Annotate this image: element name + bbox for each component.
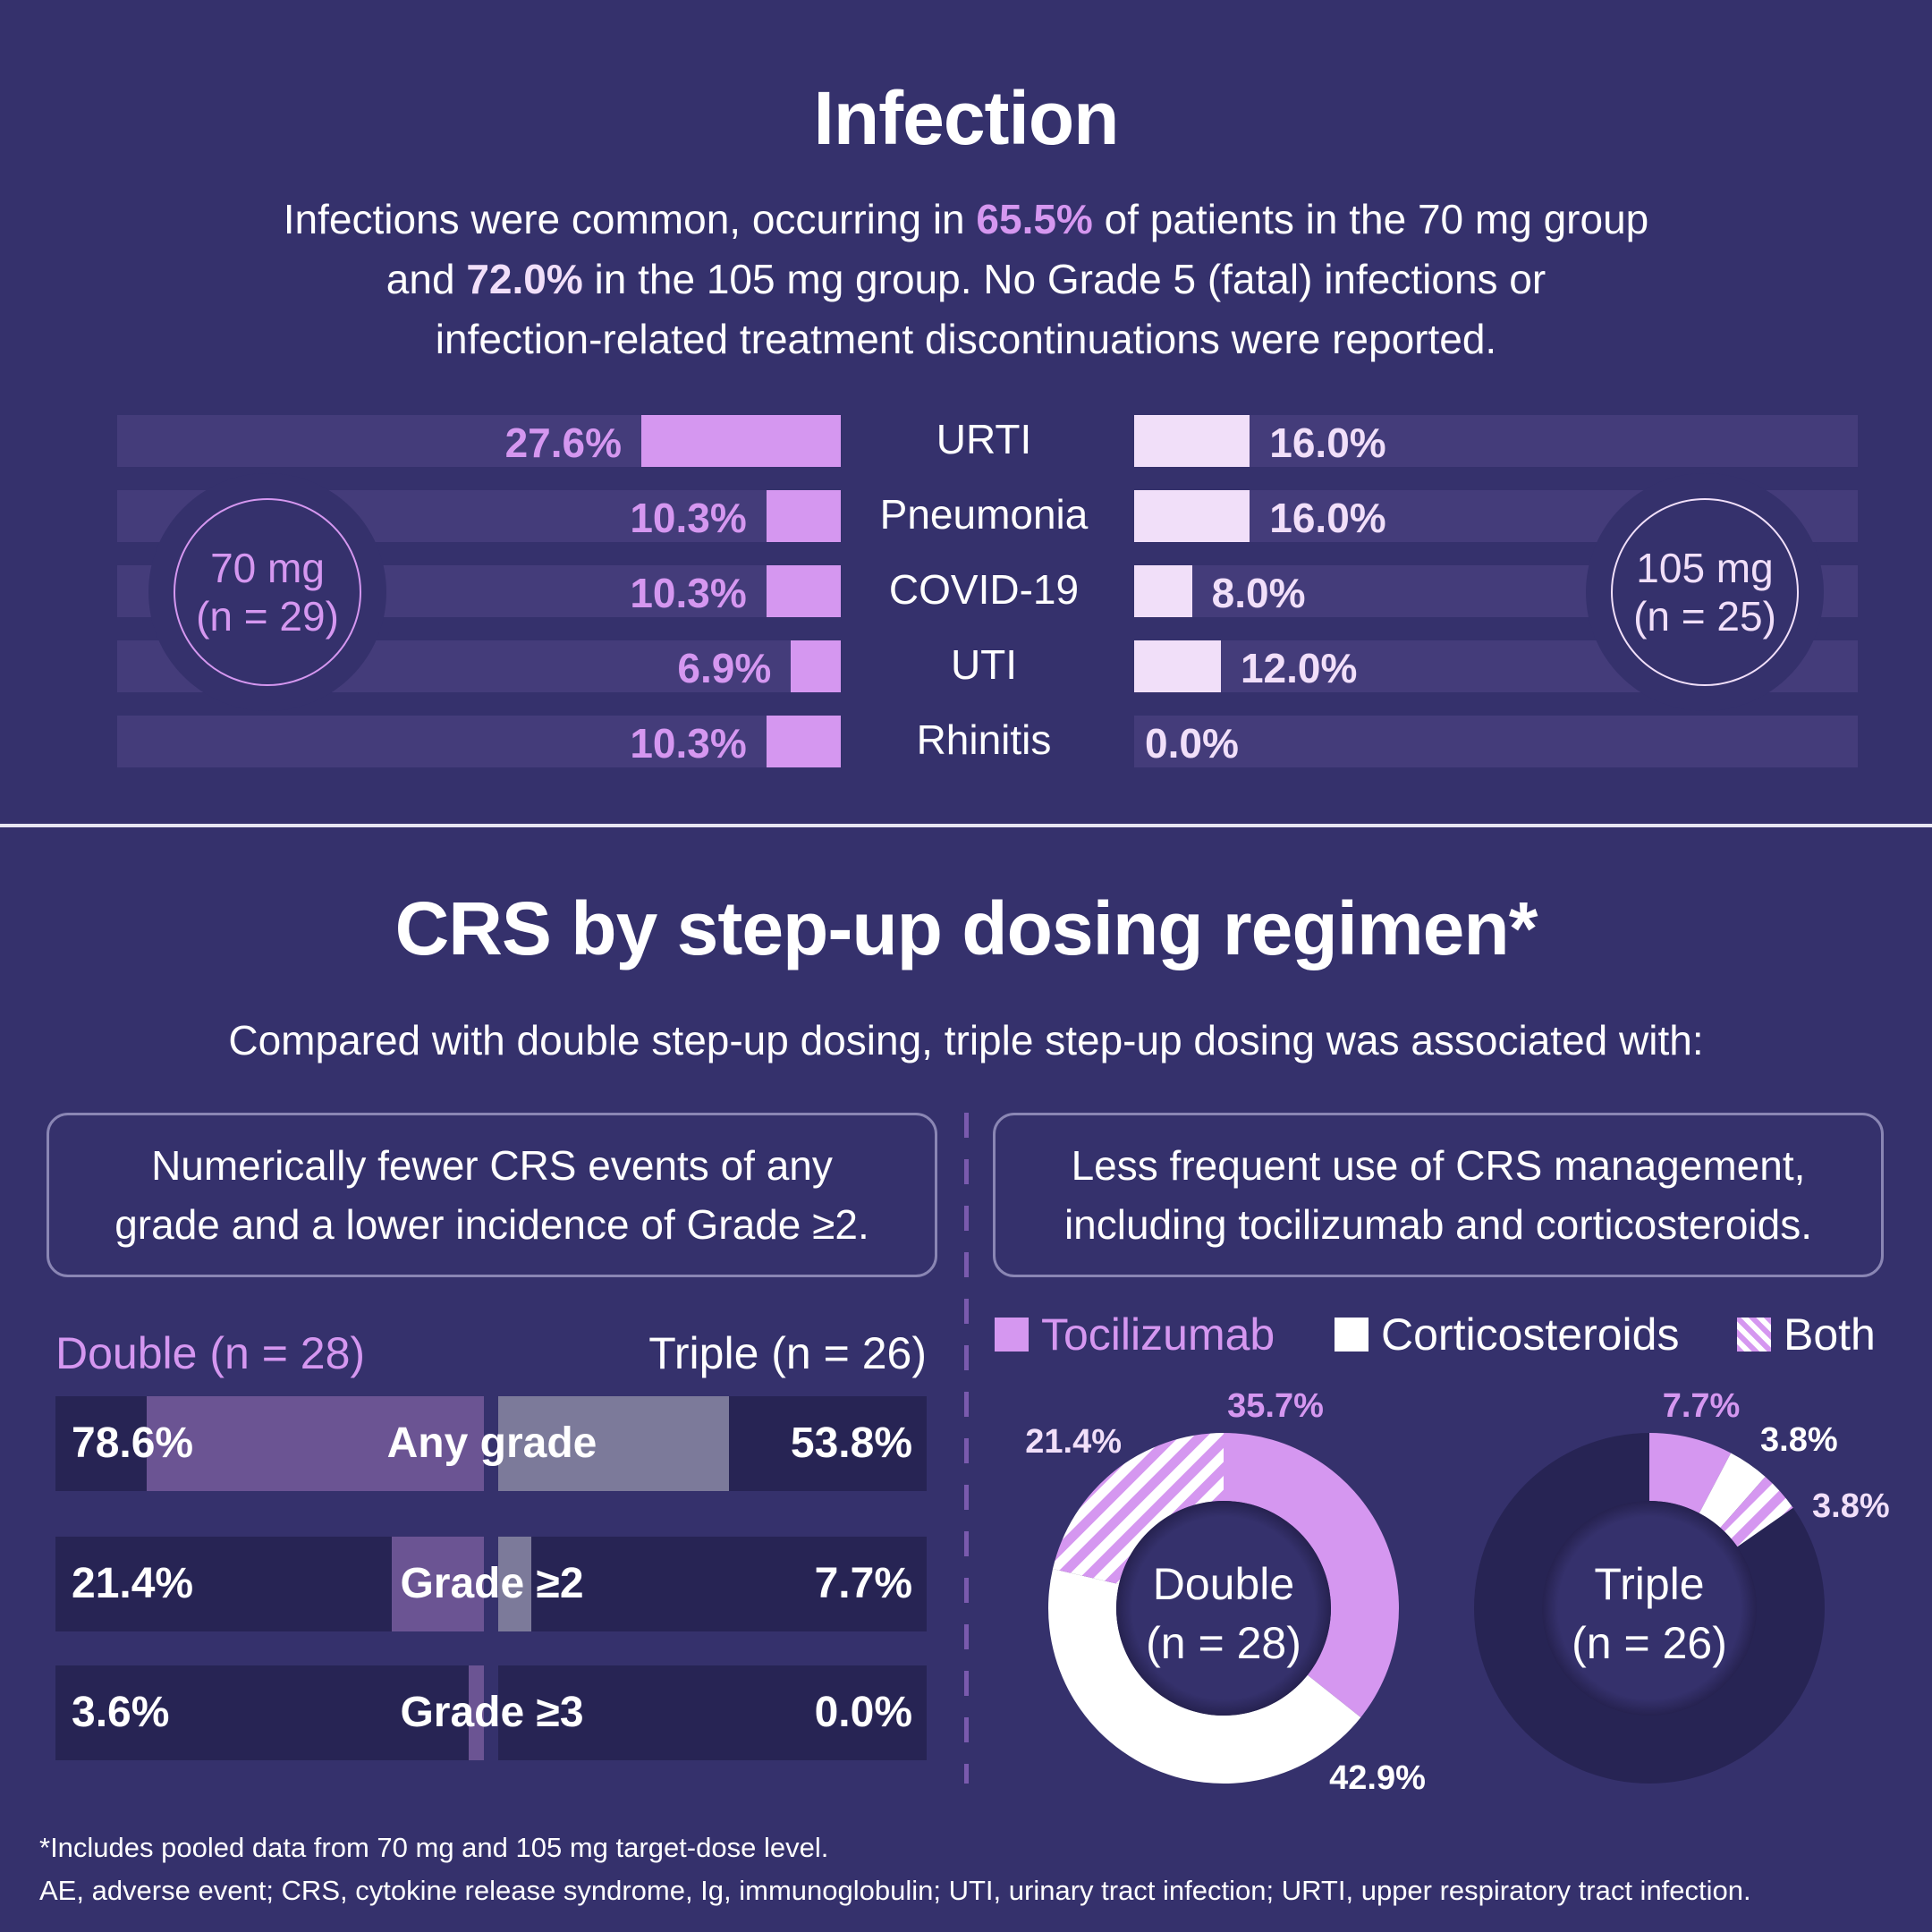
intro-line-3: infection-related treatment discontinuat… <box>435 316 1497 362</box>
donut-label-triple-corticosteroids: 3.8% <box>1760 1421 1838 1459</box>
bar-105mg <box>1134 415 1250 467</box>
donut-slice-double-corticosteroids <box>1048 1569 1361 1784</box>
crs-bar-triple <box>498 1396 730 1491</box>
legend-item-corticosteroids: Corticosteroids <box>1335 1308 1679 1361</box>
category-label: URTI <box>936 416 1032 462</box>
crs-category-label: Grade ≥2 <box>400 1560 584 1607</box>
crs-value-triple: 53.8% <box>790 1419 912 1467</box>
bar-105mg <box>1134 490 1250 542</box>
rate-70mg: 65.5% <box>976 196 1093 242</box>
bar-105mg <box>1134 640 1221 692</box>
section-divider <box>0 824 1932 827</box>
value-label-105mg: 0.0% <box>1145 720 1239 767</box>
bar-70mg <box>791 640 841 692</box>
category-label: COVID-19 <box>888 566 1080 613</box>
category-label: Pneumonia <box>879 491 1089 538</box>
crs-category-label: Any grade <box>386 1419 597 1467</box>
finding-box-incidence: Numerically fewer CRS events of any grade… <box>47 1113 937 1277</box>
value-label-70mg: 10.3% <box>630 570 747 616</box>
track-105mg <box>1134 415 1858 467</box>
donut-center-title-double: Double <box>1153 1559 1294 1609</box>
donut-slice-double-tocilizumab <box>1224 1433 1399 1718</box>
footnote-abbreviations: AE, adverse event; CRS, cytokine release… <box>39 1875 1751 1906</box>
crs-value-double: 78.6% <box>72 1419 194 1467</box>
crs-track-triple <box>498 1537 927 1631</box>
donut-hole-triple <box>1542 1501 1757 1716</box>
bar-70mg <box>640 415 841 467</box>
legend-item-both: Both <box>1737 1308 1876 1361</box>
legend-swatch-both-hatched <box>1737 1318 1771 1352</box>
bar-105mg <box>1134 565 1192 617</box>
crs-title: CRS by step-up dosing regimen* <box>394 886 1538 970</box>
group-badge-105mg: 105 mg (n = 25) <box>1611 498 1799 686</box>
infection-intro: Infections were common, occurring in 65.… <box>0 190 1932 369</box>
donut-label-triple-both: 3.8% <box>1812 1487 1890 1525</box>
value-label-105mg: 16.0% <box>1269 495 1386 541</box>
value-label-70mg: 10.3% <box>630 720 747 767</box>
value-label-105mg: 16.0% <box>1269 419 1386 466</box>
legend-item-tocilizumab: Tocilizumab <box>995 1308 1275 1361</box>
crs-value-double: 21.4% <box>72 1560 194 1607</box>
infection-title: Infection <box>813 76 1120 160</box>
crs-bar-double <box>146 1396 484 1491</box>
legend-swatch-corticosteroids <box>1335 1318 1368 1352</box>
donut-label-double-tocilizumab: 35.7% <box>1227 1387 1324 1425</box>
crs-subtitle: Compared with double step-up dosing, tri… <box>228 1017 1704 1063</box>
crs-value-triple: 7.7% <box>814 1560 912 1607</box>
track-105mg <box>1134 716 1858 767</box>
footnote-pooled-data: *Includes pooled data from 70 mg and 105… <box>39 1832 829 1863</box>
double-group-label: Double (n = 28) <box>55 1328 366 1378</box>
triple-group-label: Triple (n = 26) <box>648 1328 927 1378</box>
donut-slice-triple-tocilizumab <box>1649 1433 1732 1513</box>
intro-line-1: Infections were common, occurring in 65.… <box>283 196 1649 242</box>
value-label-105mg: 8.0% <box>1211 570 1306 616</box>
category-label: UTI <box>950 641 1018 688</box>
value-label-70mg: 10.3% <box>630 495 747 541</box>
donut-slice-double-both <box>1052 1433 1224 1585</box>
bar-70mg <box>766 490 841 542</box>
group-badge-70mg: 70 mg (n = 29) <box>174 498 361 686</box>
crs-category-label: Grade ≥3 <box>400 1689 584 1736</box>
donut-center-n-triple: (n = 26) <box>1572 1618 1727 1668</box>
legend-swatch-tocilizumab <box>995 1318 1029 1352</box>
donut-slice-triple-both <box>1720 1476 1793 1547</box>
rate-105mg: 72.0% <box>466 256 583 302</box>
donut-center-title-triple: Triple <box>1594 1559 1704 1609</box>
crs-bar-double <box>392 1537 484 1631</box>
crs-value-triple: 0.0% <box>814 1689 912 1736</box>
donut-label-double-both: 21.4% <box>1025 1423 1122 1461</box>
bar-70mg <box>766 716 841 767</box>
donut-label-double-corticosteroids: 42.9% <box>1329 1759 1426 1797</box>
crs-track-double <box>55 1665 484 1760</box>
crs-value-double: 3.6% <box>72 1689 170 1736</box>
category-label: Rhinitis <box>916 716 1052 763</box>
donut-hole-double <box>1116 1501 1331 1716</box>
donut-label-triple-tocilizumab: 7.7% <box>1663 1387 1741 1425</box>
donut-slice-triple-corticosteroids <box>1699 1453 1766 1528</box>
crs-bar-double <box>468 1665 484 1760</box>
finding-box-management: Less frequent use of CRS management, incl… <box>993 1113 1884 1277</box>
column-divider-dashed <box>964 1113 969 1784</box>
value-label-70mg: 27.6% <box>504 419 622 466</box>
value-label-70mg: 6.9% <box>677 645 772 691</box>
intro-line-2: and 72.0% in the 105 mg group. No Grade … <box>386 256 1546 302</box>
crs-track-triple <box>498 1665 927 1760</box>
value-label-105mg: 12.0% <box>1240 645 1358 691</box>
bar-70mg <box>766 565 841 617</box>
donut-center-n-double: (n = 28) <box>1146 1618 1301 1668</box>
track-70mg <box>117 716 841 767</box>
crs-bar-triple <box>498 1537 531 1631</box>
